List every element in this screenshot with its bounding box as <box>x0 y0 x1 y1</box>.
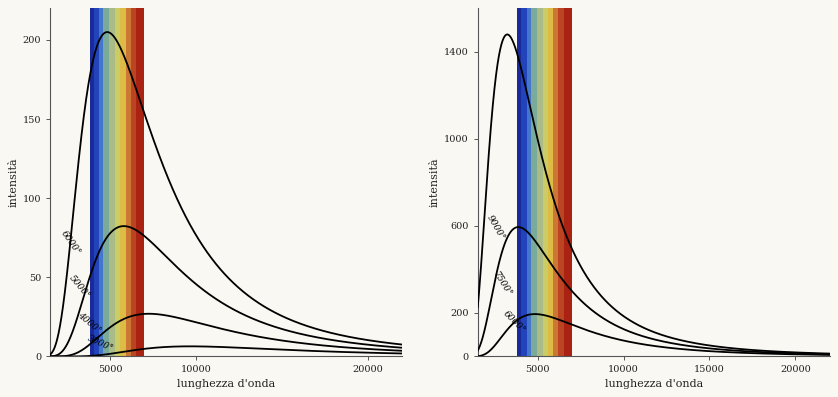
Bar <box>99 8 103 357</box>
Text: 9000°: 9000° <box>484 214 506 242</box>
Bar <box>548 8 553 357</box>
Bar <box>136 8 144 357</box>
Bar <box>517 8 521 357</box>
Bar <box>553 8 558 357</box>
Bar <box>526 8 531 357</box>
Bar <box>531 8 537 357</box>
Bar <box>543 8 548 357</box>
Bar <box>558 8 563 357</box>
Y-axis label: intensità: intensità <box>430 158 440 207</box>
Bar <box>521 8 526 357</box>
Y-axis label: intensità: intensità <box>8 158 18 207</box>
Bar <box>126 8 131 357</box>
Bar <box>131 8 136 357</box>
Text: 7500°: 7500° <box>491 271 514 299</box>
X-axis label: lunghezza d'onda: lunghezza d'onda <box>177 379 275 389</box>
Bar <box>121 8 126 357</box>
Text: 4000°: 4000° <box>75 311 102 335</box>
Bar <box>116 8 121 357</box>
Bar <box>103 8 109 357</box>
Bar <box>94 8 99 357</box>
Bar <box>109 8 116 357</box>
X-axis label: lunghezza d'onda: lunghezza d'onda <box>604 379 703 389</box>
Text: 6000°: 6000° <box>501 309 527 335</box>
Text: 3000°: 3000° <box>86 334 115 354</box>
Text: 5000°: 5000° <box>67 274 92 300</box>
Bar <box>563 8 572 357</box>
Bar <box>537 8 543 357</box>
Text: 6000°: 6000° <box>59 229 83 256</box>
Bar <box>90 8 94 357</box>
